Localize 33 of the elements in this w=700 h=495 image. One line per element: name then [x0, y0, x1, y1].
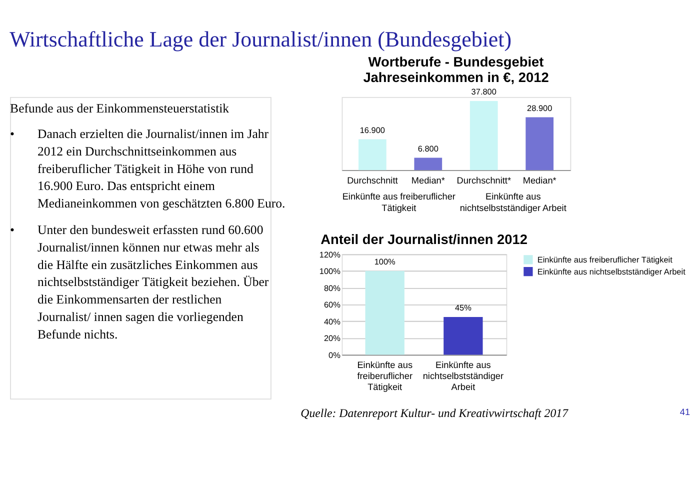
y-tick-label: 40% [324, 317, 342, 326]
bar [470, 101, 498, 170]
data-label: 100% [374, 258, 396, 267]
text: Einkünfte aus nichtselbstständiger Arbeit [460, 191, 567, 214]
data-label: 45% [454, 304, 472, 313]
x-tick-label: Durchschnitt [347, 175, 398, 186]
legend-label: Einkünfte aus freiberuflicher Tätigkeit [537, 255, 674, 264]
data-label: 28.900 [527, 104, 553, 113]
x-tick-label: Median* [522, 175, 557, 186]
text: • Unter den bundesweit erfassten rund 60.600 Journalist/innen können nur etwas mehr als die Hälfte ein zusätzliches Einkommen aus nichtselbstständiger Tätigkeit beziehen. Über die Einkommensarten der restlichen Journalist/ innen sagen die vorliegenden Befunde nichts. [10, 223, 269, 342]
text: Einkünfte aus freiberuflicher Tätigkeit [342, 191, 456, 214]
bar [414, 158, 442, 170]
text: Befunde aus der Einkommensteuerstatistik [10, 102, 230, 116]
data-label: 16.900 [360, 126, 386, 135]
text: Wirtschaftliche Lage der Journalist/innen (Bundesgebiet) [10, 26, 512, 52]
data-label: 37.800 [471, 88, 497, 97]
chart-title: Wortberufe - Bundesgebiet Jahreseinkommen in €, 2012 [363, 54, 550, 85]
source-note: Quelle: Datenreport Kultur- und Kreativwirtschaft 2017 [300, 406, 570, 420]
y-tick-label: 20% [324, 334, 342, 344]
y-tick-label: 80% [324, 284, 342, 293]
text: • Danach erzielten die Journalist/innen im Jahr 2012 ein Durchschnittseinkommen aus freiberuflicher Tätigkeit in Höhe von rund 16.900 Euro. Das entspricht einem Medianeinkommen von geschätzten 6.800 Euro. [10, 127, 286, 211]
y-tick-label: 0% [328, 350, 342, 360]
x-tick-label: Durchschnitt* [456, 175, 512, 186]
y-tick-label: 120% [319, 250, 342, 260]
x-tick-label: Median* [411, 175, 446, 186]
bar [526, 117, 554, 170]
data-label: 6.800 [418, 144, 439, 154]
legend-label: Einkünfte aus nichtselbstständiger Arbeit [537, 267, 686, 276]
y-tick-label: 100% [319, 267, 342, 276]
chart-title: Anteil der Journalist/innen 2012 [320, 232, 528, 248]
bar [358, 139, 386, 170]
text: 41 [680, 407, 690, 418]
y-tick-label: 60% [324, 300, 342, 310]
